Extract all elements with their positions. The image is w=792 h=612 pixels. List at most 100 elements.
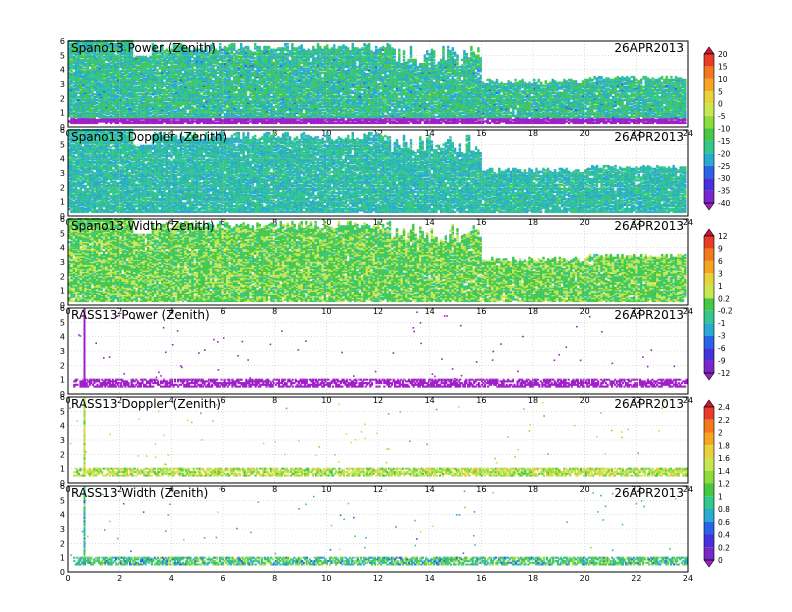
- data-cell: [142, 64, 145, 67]
- data-cell: [140, 61, 143, 64]
- data-cell: [123, 104, 127, 107]
- data-cell: [161, 51, 164, 54]
- data-cell: [123, 65, 127, 69]
- data-cell: [107, 94, 110, 97]
- data-cell: [109, 107, 113, 110]
- data-cell: [112, 42, 115, 46]
- data-cell: [156, 84, 159, 87]
- data-cell: [102, 101, 106, 105]
- data-cell: [77, 50, 80, 53]
- data-cell: [77, 91, 80, 94]
- data-cell: [68, 107, 71, 110]
- data-cell: [165, 61, 168, 64]
- data-cell: [149, 77, 152, 80]
- data-cell: [133, 64, 136, 67]
- data-cell: [137, 120, 141, 123]
- data-cell: [88, 50, 92, 53]
- data-cell: [123, 121, 127, 125]
- data-cell: [161, 65, 164, 69]
- data-cell: [100, 74, 103, 77]
- data-cell: [88, 84, 92, 87]
- data-cell: [137, 71, 141, 74]
- data-cell: [156, 91, 159, 94]
- data-cell: [130, 54, 134, 57]
- data-cell: [112, 110, 115, 113]
- data-cell: [140, 100, 143, 103]
- data-cell: [95, 48, 99, 51]
- data-cell: [144, 97, 148, 100]
- data-cell: [163, 77, 166, 80]
- data-cell: [288, 71, 292, 74]
- data-cell: [114, 113, 117, 116]
- data-cell: [95, 61, 99, 64]
- data-cell: [72, 104, 76, 107]
- data-cell: [75, 50, 78, 53]
- data-cell: [154, 80, 157, 83]
- data-cell: [82, 60, 85, 63]
- data-cell: [147, 70, 150, 73]
- data-cell: [142, 73, 145, 76]
- data-cell: [100, 114, 103, 117]
- data-cell: [86, 101, 89, 105]
- data-cell: [119, 41, 122, 44]
- data-cell: [142, 117, 145, 120]
- data-cell: [128, 117, 131, 120]
- data-cell: [112, 70, 115, 73]
- data-cell: [98, 114, 101, 117]
- data-cell: [235, 61, 238, 64]
- data-cell: [88, 44, 92, 47]
- data-cell: [119, 114, 122, 117]
- data-cell: [79, 75, 82, 79]
- data-cell: [135, 68, 138, 72]
- data-cell: [149, 98, 152, 102]
- data-cell: [91, 110, 94, 113]
- data-cell: [156, 73, 159, 76]
- data-cell: [291, 42, 294, 46]
- data-cell: [135, 60, 138, 63]
- data-cell: [133, 95, 136, 99]
- data-cell: [130, 95, 134, 99]
- data-cell: [112, 73, 115, 76]
- data-cell: [140, 117, 143, 120]
- data-cell: [154, 58, 157, 62]
- data-cell: [107, 97, 110, 100]
- data-cell: [116, 57, 120, 60]
- data-cell: [156, 101, 159, 105]
- data-cell: [82, 93, 85, 96]
- data-cell: [133, 60, 136, 63]
- data-cell: [161, 104, 164, 107]
- data-cell: [237, 116, 241, 119]
- data-cell: [265, 120, 268, 123]
- data-cell: [154, 104, 157, 107]
- data-cell: [109, 91, 113, 94]
- data-cell: [109, 75, 113, 79]
- data-cell: [72, 121, 76, 125]
- data-cell: [109, 54, 113, 57]
- data-cell: [93, 95, 96, 99]
- data-cell: [128, 103, 131, 106]
- data-cell: [102, 95, 106, 99]
- data-cell: [123, 61, 127, 64]
- data-cell: [188, 81, 192, 84]
- data-cell: [126, 120, 129, 123]
- data-cell: [105, 107, 108, 110]
- data-cell: [237, 51, 241, 54]
- data-cell: [95, 74, 99, 77]
- data-cell: [265, 45, 268, 49]
- data-cell: [84, 81, 87, 84]
- data-cell: [105, 78, 108, 82]
- data-cell: [263, 45, 266, 49]
- data-cell: [156, 118, 159, 122]
- data-cell: [82, 71, 85, 74]
- data-cell: [154, 45, 157, 49]
- data-cell: [91, 93, 94, 96]
- data-cell: [307, 61, 310, 64]
- data-cell: [226, 47, 229, 50]
- data-cell: [156, 50, 159, 53]
- data-cell: [130, 60, 134, 63]
- data-cell: [107, 60, 110, 63]
- data-cell: [116, 48, 120, 51]
- data-cell: [165, 81, 168, 84]
- data-cell: [119, 70, 122, 73]
- data-cell: [121, 110, 124, 113]
